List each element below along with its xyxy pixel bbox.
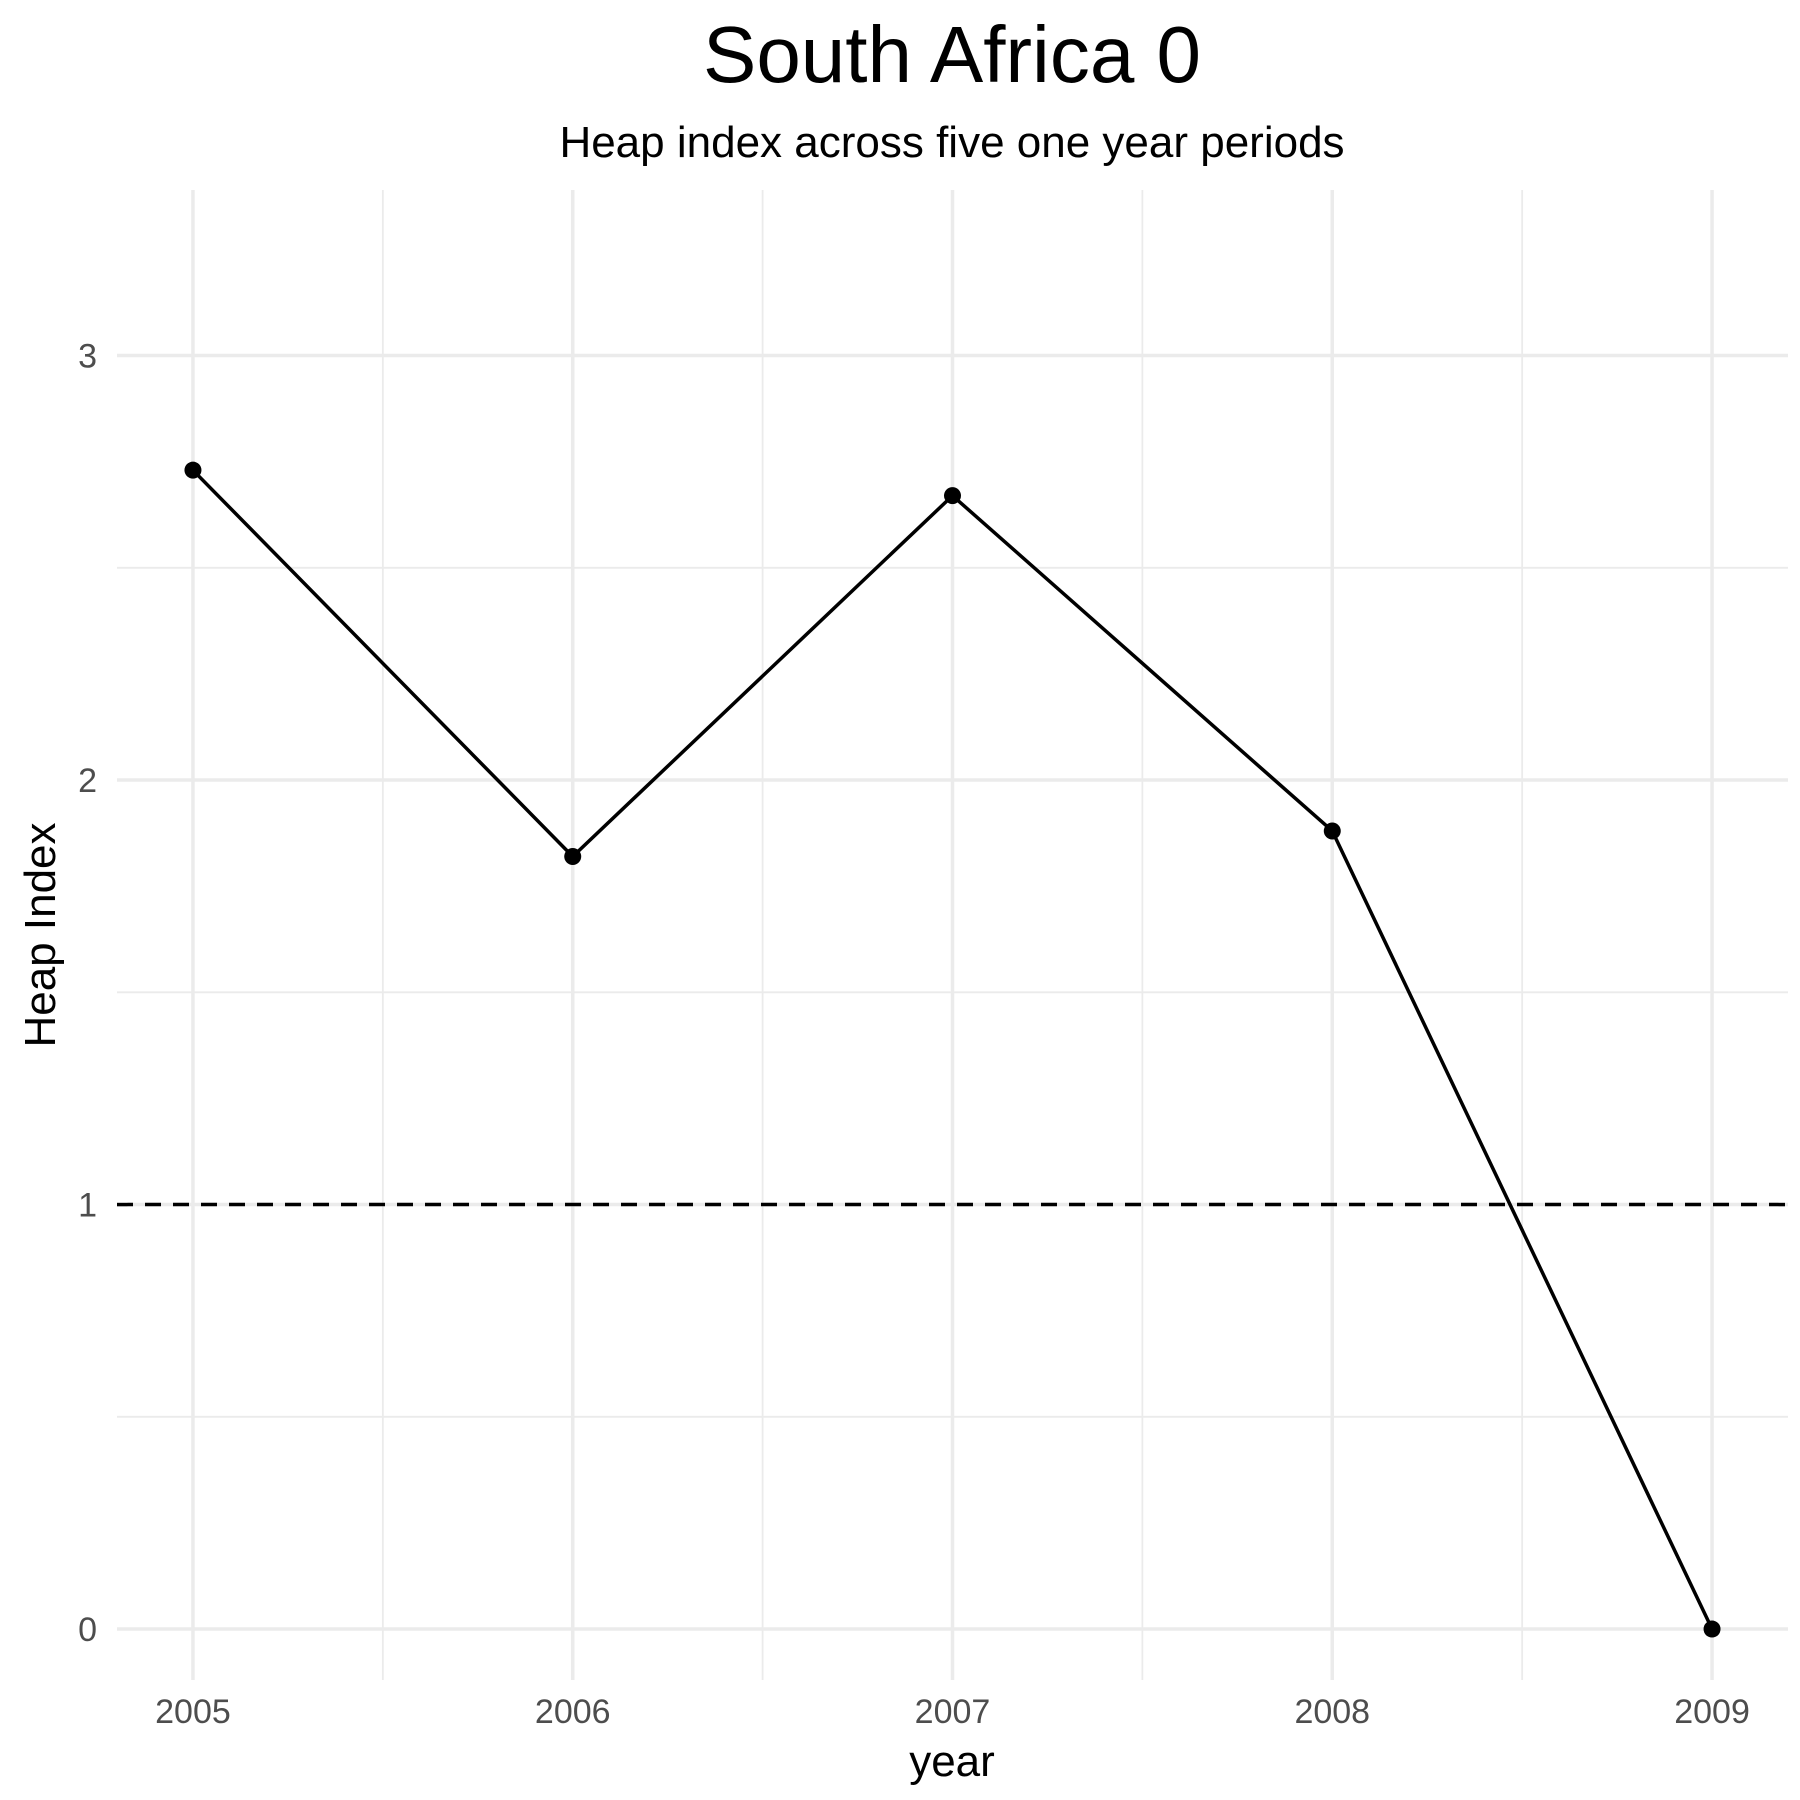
x-tick-label: 2006 bbox=[535, 1693, 611, 1731]
x-tick-label: 2007 bbox=[915, 1693, 991, 1731]
y-tick-label: 0 bbox=[78, 1611, 97, 1649]
data-point-2006 bbox=[564, 847, 582, 865]
data-point-2008 bbox=[1323, 822, 1341, 840]
data-point-2009 bbox=[1703, 1620, 1721, 1638]
y-tick-label: 3 bbox=[78, 338, 97, 376]
y-axis-ticks: 0 1 2 3 bbox=[78, 338, 97, 1650]
x-tick-label: 2009 bbox=[1674, 1693, 1750, 1731]
data-point-2005 bbox=[184, 461, 202, 479]
x-tick-label: 2008 bbox=[1294, 1693, 1370, 1731]
data-points bbox=[184, 461, 1721, 1638]
data-point-2007 bbox=[944, 487, 961, 505]
y-axis-title: Heap Index bbox=[16, 822, 65, 1047]
x-axis-ticks: 2005 2006 2007 2008 2009 bbox=[155, 1693, 1750, 1731]
chart-title: South Africa 0 bbox=[703, 10, 1201, 99]
x-axis-title: year bbox=[909, 1737, 995, 1786]
y-tick-label: 1 bbox=[78, 1187, 97, 1225]
y-tick-label: 2 bbox=[78, 762, 97, 800]
chart-subtitle: Heap index across five one year periods bbox=[559, 118, 1344, 167]
x-tick-label: 2005 bbox=[155, 1693, 231, 1731]
